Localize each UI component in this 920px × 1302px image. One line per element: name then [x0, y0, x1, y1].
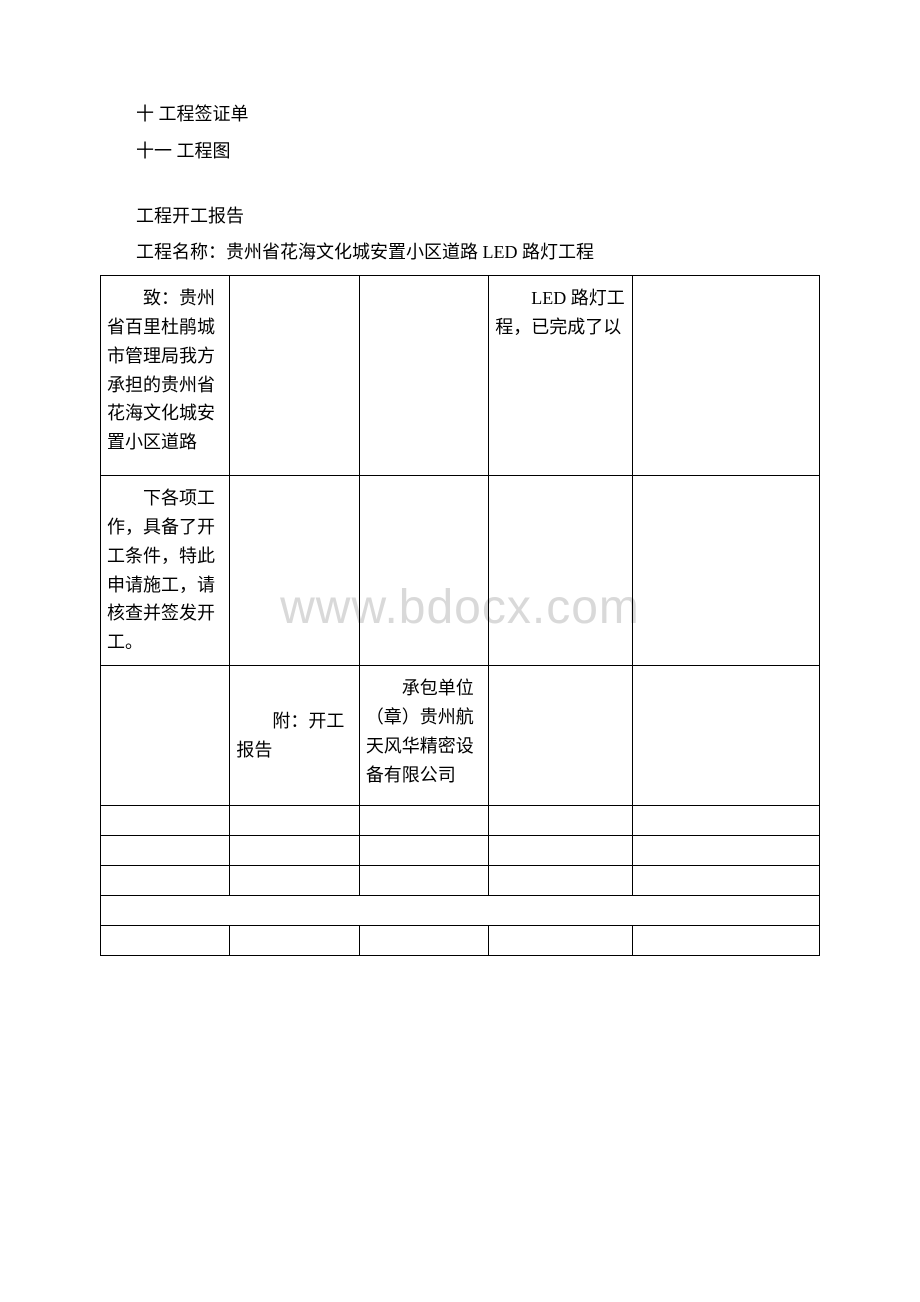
report-heading: 工程开工报告 — [100, 202, 820, 231]
cell-empty — [101, 806, 230, 836]
cell-empty — [633, 276, 820, 476]
cell-empty — [633, 926, 820, 956]
cell-addressee: 致：贵州省百里杜鹃城市管理局我方承担的贵州省花海文化城安置小区道路 — [101, 276, 230, 476]
table-row: 下各项工作，具备了开工条件，特此申请施工，请核查并签发开工。 — [101, 476, 820, 666]
cell-empty — [230, 836, 359, 866]
cell-empty — [359, 866, 488, 896]
cell-empty — [489, 866, 633, 896]
cell-empty — [230, 806, 359, 836]
cell-empty — [489, 926, 633, 956]
cell-empty — [230, 866, 359, 896]
toc-item-10: 十 工程签证单 — [100, 100, 820, 129]
cell-empty — [230, 926, 359, 956]
cell-empty — [101, 836, 230, 866]
cell-empty — [633, 866, 820, 896]
table-row: 附：开工报告 承包单位（章）贵州航天风华精密设备有限公司 — [101, 666, 820, 806]
cell-contractor: 承包单位（章）贵州航天风华精密设备有限公司 — [359, 666, 488, 806]
cell-empty — [359, 276, 488, 476]
cell-empty — [633, 476, 820, 666]
cell-empty — [101, 866, 230, 896]
cell-empty — [359, 836, 488, 866]
cell-empty — [101, 666, 230, 806]
cell-project-suffix: LED 路灯工程，已完成了以 — [489, 276, 633, 476]
document-content: 十 工程签证单 十一 工程图 工程开工报告 工程名称：贵州省花海文化城安置小区道… — [100, 100, 820, 956]
toc-item-11: 十一 工程图 — [100, 137, 820, 166]
table-row — [101, 866, 820, 896]
cell-attachment: 附：开工报告 — [230, 666, 359, 806]
cell-empty — [230, 276, 359, 476]
cell-empty — [489, 666, 633, 806]
cell-empty — [489, 806, 633, 836]
cell-empty — [489, 836, 633, 866]
table-row — [101, 896, 820, 926]
table-row — [101, 926, 820, 956]
project-name-line: 工程名称：贵州省花海文化城安置小区道路 LED 路灯工程 — [100, 238, 820, 267]
table-row — [101, 836, 820, 866]
cell-empty — [359, 476, 488, 666]
cell-conditions: 下各项工作，具备了开工条件，特此申请施工，请核查并签发开工。 — [101, 476, 230, 666]
cell-empty — [359, 926, 488, 956]
cell-empty — [633, 666, 820, 806]
cell-empty — [230, 476, 359, 666]
report-table: 致：贵州省百里杜鹃城市管理局我方承担的贵州省花海文化城安置小区道路 LED 路灯… — [100, 275, 820, 956]
cell-empty — [489, 476, 633, 666]
table-row — [101, 806, 820, 836]
cell-empty — [359, 806, 488, 836]
cell-empty — [101, 926, 230, 956]
cell-empty-span — [101, 896, 820, 926]
spacer — [100, 174, 820, 202]
table-row: 致：贵州省百里杜鹃城市管理局我方承担的贵州省花海文化城安置小区道路 LED 路灯… — [101, 276, 820, 476]
cell-empty — [633, 836, 820, 866]
cell-empty — [633, 806, 820, 836]
